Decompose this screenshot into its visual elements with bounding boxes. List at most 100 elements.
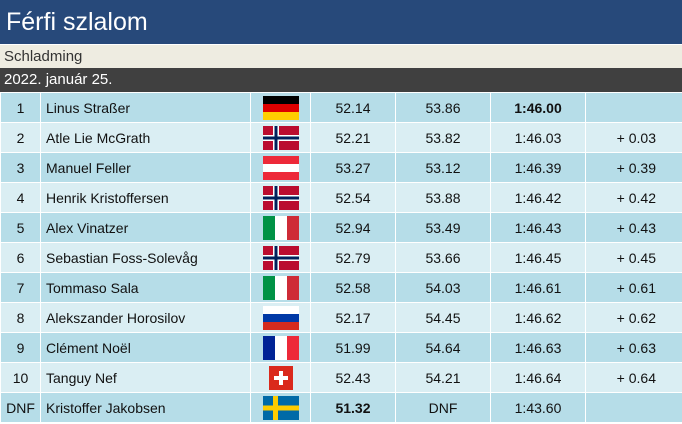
total-cell: 1:46.63	[490, 332, 586, 363]
run1-cell: 52.14	[310, 92, 396, 123]
run2-cell: 54.03	[395, 272, 491, 303]
result-row: 1 Linus Straßer 52.14 53.86 1:46.00	[0, 92, 682, 123]
diff-cell: + 0.43	[585, 212, 682, 243]
flag	[263, 156, 299, 180]
flag	[263, 126, 299, 150]
name-cell: Tanguy Nef	[40, 362, 251, 393]
name-cell: Tommaso Sala	[40, 272, 251, 303]
flag-cell	[250, 122, 311, 153]
flag	[263, 396, 299, 420]
name-cell: Sebastian Foss-Solevåg	[40, 242, 251, 273]
total-cell: 1:46.62	[490, 302, 586, 333]
diff-cell: + 0.61	[585, 272, 682, 303]
run1-cell: 52.21	[310, 122, 396, 153]
result-row: 2 Atle Lie McGrath 52.21 53.82 1:46.03 + 0.03	[0, 122, 682, 153]
run1-cell: 52.54	[310, 182, 396, 213]
result-row: 10 Tanguy Nef 52.43 54.21 1:46.64 + 0.64	[0, 362, 682, 393]
rank-cell: 7	[0, 272, 41, 303]
flag-cell	[250, 242, 311, 273]
total-cell: 1:43.60	[490, 392, 586, 423]
rank-cell: 9	[0, 332, 41, 363]
run1-cell: 52.58	[310, 272, 396, 303]
total-cell: 1:46.43	[490, 212, 586, 243]
diff-cell	[585, 392, 682, 423]
total-cell: 1:46.61	[490, 272, 586, 303]
run2-cell: 54.45	[395, 302, 491, 333]
run2-cell: DNF	[395, 392, 491, 423]
name-cell: Manuel Feller	[40, 152, 251, 183]
flag	[263, 186, 299, 210]
result-row: 4 Henrik Kristoffersen 52.54 53.88 1:46.42 + …	[0, 182, 682, 213]
total-cell: 1:46.03	[490, 122, 586, 153]
result-row: 3 Manuel Feller 53.27 53.12 1:46.39 + 0.39	[0, 152, 682, 183]
run2-cell: 53.49	[395, 212, 491, 243]
flag	[263, 96, 299, 120]
flag-cell	[250, 182, 311, 213]
run1-cell: 51.99	[310, 332, 396, 363]
name-cell: Alekszander Horosilov	[40, 302, 251, 333]
rank-cell: 10	[0, 362, 41, 393]
flag-cell	[250, 332, 311, 363]
rank-cell: 4	[0, 182, 41, 213]
run2-cell: 54.21	[395, 362, 491, 393]
flag	[263, 216, 299, 240]
run1-cell: 52.43	[310, 362, 396, 393]
diff-cell: + 0.63	[585, 332, 682, 363]
result-row: DNF Kristoffer Jakobsen 51.32 DNF 1:43.60	[0, 392, 682, 423]
rank-cell: 1	[0, 92, 41, 123]
name-cell: Alex Vinatzer	[40, 212, 251, 243]
flag	[263, 276, 299, 300]
result-row: 5 Alex Vinatzer 52.94 53.49 1:46.43 + 0.43	[0, 212, 682, 243]
name-cell: Clément Noël	[40, 332, 251, 363]
flag-cell	[250, 272, 311, 303]
diff-cell: + 0.62	[585, 302, 682, 333]
total-cell: 1:46.42	[490, 182, 586, 213]
run1-cell: 51.32	[310, 392, 396, 423]
diff-cell: + 0.64	[585, 362, 682, 393]
flag-cell	[250, 92, 311, 123]
flag-cell	[250, 362, 311, 393]
run1-cell: 52.94	[310, 212, 396, 243]
flag-cell	[250, 212, 311, 243]
flag	[263, 246, 299, 270]
result-row: 8 Alekszander Horosilov 52.17 54.45 1:46.62 +…	[0, 302, 682, 333]
title: Férfi szlalom	[0, 0, 682, 44]
result-row: 9 Clément Noël 51.99 54.64 1:46.63 + 0.63	[0, 332, 682, 363]
total-cell: 1:46.45	[490, 242, 586, 273]
flag-cell	[250, 392, 311, 423]
date: 2022. január 25.	[0, 68, 682, 92]
rank-cell: 5	[0, 212, 41, 243]
total-cell: 1:46.64	[490, 362, 586, 393]
location: Schladming	[0, 44, 682, 68]
total-cell: 1:46.39	[490, 152, 586, 183]
flag	[263, 366, 299, 390]
run2-cell: 53.82	[395, 122, 491, 153]
result-row: 6 Sebastian Foss-Solevåg 52.79 53.66 1:46.45…	[0, 242, 682, 273]
diff-cell: + 0.39	[585, 152, 682, 183]
flag	[263, 306, 299, 330]
flag-cell	[250, 302, 311, 333]
run2-cell: 53.12	[395, 152, 491, 183]
rank-cell: 6	[0, 242, 41, 273]
run1-cell: 53.27	[310, 152, 396, 183]
name-cell: Kristoffer Jakobsen	[40, 392, 251, 423]
result-row: 7 Tommaso Sala 52.58 54.03 1:46.61 + 0.61	[0, 272, 682, 303]
run2-cell: 53.88	[395, 182, 491, 213]
flag	[263, 336, 299, 360]
diff-cell: + 0.03	[585, 122, 682, 153]
name-cell: Atle Lie McGrath	[40, 122, 251, 153]
diff-cell: + 0.45	[585, 242, 682, 273]
name-cell: Linus Straßer	[40, 92, 251, 123]
run1-cell: 52.79	[310, 242, 396, 273]
total-cell: 1:46.00	[490, 92, 586, 123]
flag-cell	[250, 152, 311, 183]
name-cell: Henrik Kristoffersen	[40, 182, 251, 213]
rank-cell: 3	[0, 152, 41, 183]
run1-cell: 52.17	[310, 302, 396, 333]
rank-cell: 2	[0, 122, 41, 153]
rank-cell: DNF	[0, 392, 41, 423]
diff-cell	[585, 92, 682, 123]
diff-cell: + 0.42	[585, 182, 682, 213]
run2-cell: 54.64	[395, 332, 491, 363]
